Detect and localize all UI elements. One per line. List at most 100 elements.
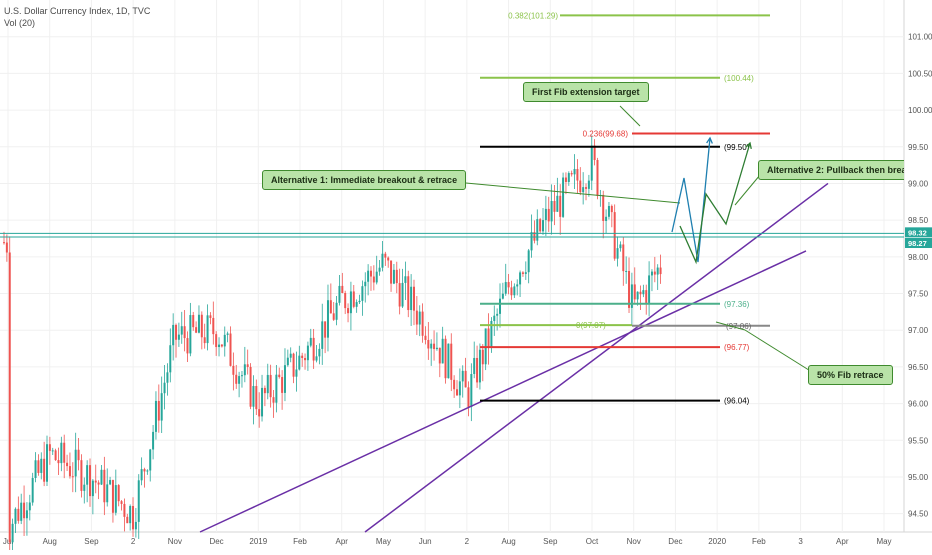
alt2-path-arrow: [679, 142, 751, 265]
candle-body: [166, 372, 169, 383]
candle-body: [470, 373, 473, 407]
candle-body: [504, 282, 507, 294]
candle-body: [464, 370, 467, 388]
y-tick-label: 100.00: [908, 106, 932, 115]
alt1-path-arrow: [671, 137, 711, 263]
candle-body: [645, 290, 648, 303]
candle-body: [490, 320, 493, 347]
candle-body: [11, 523, 14, 543]
candle-body: [74, 449, 77, 477]
candle-body: [407, 276, 410, 311]
candle-body: [203, 337, 206, 344]
candle-body: [51, 450, 54, 452]
candle-body: [458, 381, 461, 396]
candle-body: [424, 335, 427, 340]
candle-body: [232, 365, 235, 375]
candle-body: [278, 374, 281, 378]
candle-body: [585, 187, 588, 189]
candle-body: [146, 470, 149, 472]
candle-body: [576, 168, 579, 181]
fib-level-label: 0(97.07): [576, 321, 606, 330]
candle-body: [473, 357, 476, 374]
x-tick-label: Nov: [168, 537, 182, 546]
candle-body: [172, 324, 175, 346]
candle-body: [77, 449, 80, 461]
candle-body: [596, 160, 599, 196]
candle-body: [106, 484, 109, 503]
x-tick-label: Apr: [836, 537, 849, 546]
candle-body: [507, 282, 510, 288]
candle-body: [372, 276, 375, 283]
symbol-title: U.S. Dollar Currency Index, 1D, TVC: [4, 6, 151, 16]
candle-body: [547, 208, 550, 222]
candle-body: [249, 366, 252, 407]
candle-body: [255, 386, 258, 410]
candle-body: [527, 250, 530, 273]
candle-body: [332, 313, 335, 320]
candle-body: [381, 253, 384, 268]
annotation-50-fib-retrace[interactable]: 50% Fib retrace: [808, 365, 893, 385]
candle-body: [283, 365, 286, 393]
x-tick-label: Nov: [627, 537, 641, 546]
candle-body: [175, 324, 178, 340]
candle-body: [192, 315, 195, 328]
candle-body: [619, 244, 622, 249]
candle-body: [157, 400, 160, 421]
annotation-first-fib-target[interactable]: First Fib extension target: [523, 82, 649, 102]
candle-body: [114, 485, 117, 513]
candle-body: [447, 343, 450, 379]
x-tick-label: Oct: [586, 537, 599, 546]
annotation-pointer: [744, 329, 813, 373]
x-tick-label: Aug: [501, 537, 515, 546]
candle-body: [86, 465, 89, 485]
volume-indicator-label[interactable]: Vol (20): [4, 18, 36, 28]
candle-body: [143, 469, 146, 472]
candle-body: [40, 458, 43, 473]
candle-body: [656, 267, 659, 275]
candle-body: [83, 484, 86, 491]
current-price-label: 98.32: [908, 228, 927, 237]
candle-body: [25, 510, 28, 519]
candle-body: [478, 349, 481, 383]
fib-level-label: (96.04): [724, 397, 750, 406]
candle-body: [358, 300, 361, 303]
trendline-lower: [199, 250, 807, 533]
candle-body: [510, 287, 513, 296]
annotation-pointer: [715, 321, 746, 331]
candle-body: [582, 187, 585, 193]
candle-body: [559, 195, 562, 217]
candle-body: [163, 382, 166, 394]
candle-body: [384, 253, 387, 258]
candle-body: [499, 298, 502, 314]
candle-body: [89, 465, 92, 497]
candle-body: [226, 333, 229, 335]
candle-body: [34, 460, 37, 478]
y-tick-label: 97.00: [908, 326, 929, 335]
candle-body: [335, 302, 338, 320]
candle-body: [390, 260, 393, 284]
candle-body: [154, 400, 157, 432]
annotation-alternative-2[interactable]: Alternative 2: Pullback then break and r…: [758, 160, 904, 180]
candle-body: [610, 205, 613, 213]
candle-body: [200, 314, 203, 338]
candle-body: [269, 374, 272, 398]
candle-body: [607, 205, 610, 217]
candle-body: [134, 521, 137, 530]
candle-body: [533, 232, 536, 241]
candle-body: [223, 334, 226, 347]
candle-body: [206, 315, 209, 344]
candle-body: [329, 300, 332, 314]
candle-body: [347, 308, 350, 314]
candle-body: [530, 232, 533, 251]
candle-body: [281, 377, 284, 393]
candle-body: [412, 286, 415, 311]
annotation-alternative-1[interactable]: Alternative 1: Immediate breakout & retr…: [262, 170, 467, 190]
candle-body: [573, 168, 576, 175]
candle-body: [137, 480, 140, 522]
candle-body: [648, 275, 651, 303]
candle-body: [398, 283, 401, 307]
candle-body: [430, 343, 433, 349]
